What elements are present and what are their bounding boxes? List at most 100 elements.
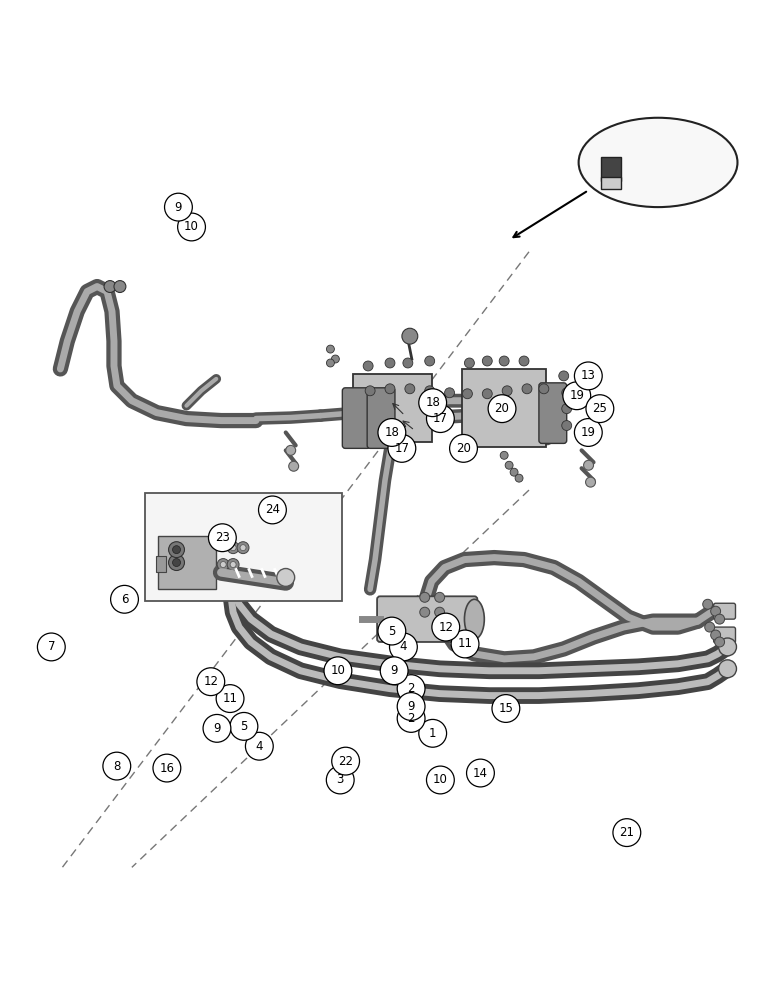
Circle shape [363,361,373,371]
Circle shape [230,545,236,551]
Circle shape [327,359,334,367]
Circle shape [419,389,446,417]
Circle shape [240,545,246,551]
Text: 4: 4 [400,640,407,653]
Circle shape [427,405,454,432]
FancyBboxPatch shape [377,596,477,642]
Circle shape [502,386,512,396]
Circle shape [331,355,339,363]
Text: 2: 2 [407,682,415,695]
Text: 23: 23 [215,531,230,544]
Circle shape [209,524,236,552]
Circle shape [227,559,239,570]
Circle shape [385,384,395,394]
Text: 10: 10 [184,220,199,233]
Circle shape [574,362,602,390]
FancyBboxPatch shape [156,556,165,572]
Text: 16: 16 [159,762,175,775]
Text: 9: 9 [407,700,415,713]
FancyBboxPatch shape [145,493,342,601]
Circle shape [420,592,430,602]
Text: 11: 11 [458,637,473,650]
Circle shape [327,345,334,353]
Text: 5: 5 [241,720,248,733]
Text: 10: 10 [433,773,448,786]
Circle shape [703,599,712,609]
Circle shape [203,714,231,742]
Text: 24: 24 [265,503,280,516]
Circle shape [711,630,721,640]
Circle shape [380,657,408,685]
Text: 8: 8 [113,760,120,773]
Circle shape [230,712,258,740]
Circle shape [586,477,595,487]
Circle shape [402,328,417,344]
Circle shape [172,559,181,567]
Circle shape [466,759,494,787]
FancyBboxPatch shape [539,383,566,443]
Circle shape [462,389,473,399]
Ellipse shape [465,599,484,639]
Circle shape [420,607,430,617]
Circle shape [324,657,352,685]
Circle shape [445,388,455,398]
Circle shape [286,445,296,455]
Circle shape [539,384,549,394]
Circle shape [385,358,395,368]
Text: 20: 20 [456,442,471,455]
FancyBboxPatch shape [342,388,370,448]
Circle shape [227,542,239,554]
Text: 11: 11 [223,692,237,705]
Text: 7: 7 [47,640,55,653]
Circle shape [711,606,721,616]
FancyBboxPatch shape [158,536,217,589]
Text: 20: 20 [494,402,510,415]
Circle shape [432,613,459,641]
Circle shape [424,386,435,396]
Text: 9: 9 [213,722,220,735]
Text: 5: 5 [388,625,396,638]
Circle shape [483,389,492,399]
Circle shape [715,614,725,624]
FancyBboxPatch shape [367,388,395,448]
Circle shape [559,371,569,381]
FancyBboxPatch shape [714,603,736,619]
Circle shape [378,617,406,645]
Circle shape [365,386,375,396]
FancyBboxPatch shape [462,369,546,447]
Circle shape [230,562,236,568]
Circle shape [165,193,192,221]
Circle shape [562,421,572,431]
Text: 17: 17 [394,442,410,455]
Circle shape [419,719,446,747]
Circle shape [258,496,286,524]
Circle shape [397,693,425,720]
Circle shape [451,630,479,658]
Circle shape [220,562,226,568]
Text: 2: 2 [407,712,415,725]
Circle shape [505,461,513,469]
Circle shape [501,451,508,459]
Text: 25: 25 [592,402,608,415]
FancyBboxPatch shape [353,374,431,442]
Text: 15: 15 [498,702,513,715]
Text: 1: 1 [429,727,436,740]
Circle shape [562,388,572,398]
Text: 18: 18 [425,396,440,409]
Text: 6: 6 [121,593,128,606]
Circle shape [584,460,594,470]
Circle shape [403,358,413,368]
Circle shape [719,638,736,656]
FancyBboxPatch shape [714,627,736,643]
Circle shape [37,633,65,661]
Text: 21: 21 [619,826,634,839]
Text: 17: 17 [433,412,448,425]
Circle shape [197,668,225,696]
Circle shape [153,754,181,782]
Text: 22: 22 [338,755,353,768]
Text: 3: 3 [337,773,344,786]
Circle shape [510,468,518,476]
Circle shape [563,382,591,410]
Circle shape [245,732,273,760]
Circle shape [103,752,130,780]
